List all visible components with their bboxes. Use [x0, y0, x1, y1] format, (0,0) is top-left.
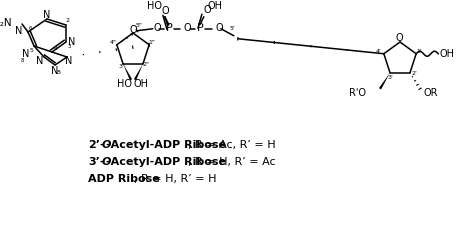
Text: O: O [183, 23, 191, 33]
Text: N: N [15, 26, 22, 36]
Text: ADP Ribose: ADP Ribose [88, 174, 160, 184]
Text: 5: 5 [30, 47, 34, 52]
Text: 5': 5' [230, 26, 236, 31]
Text: O: O [161, 6, 169, 16]
Text: N: N [65, 56, 73, 66]
Text: , R = Ac, R’ = H: , R = Ac, R’ = H [188, 140, 276, 150]
Text: N: N [43, 10, 51, 20]
Text: O: O [395, 33, 403, 43]
Text: -Acetyl-ADP Ribose: -Acetyl-ADP Ribose [106, 140, 226, 150]
Polygon shape [123, 64, 132, 80]
Text: 2": 2" [143, 62, 149, 67]
Text: R'O: R'O [349, 88, 366, 98]
Text: P: P [165, 23, 172, 33]
Text: 3': 3' [387, 75, 393, 80]
Text: O: O [215, 23, 223, 33]
Polygon shape [134, 64, 143, 80]
Text: 8: 8 [20, 57, 24, 62]
Text: 8: 8 [57, 71, 61, 76]
Text: O: O [153, 23, 161, 33]
Text: OR: OR [424, 88, 438, 98]
Text: OH: OH [207, 1, 222, 11]
Text: N: N [68, 37, 76, 47]
Text: 1": 1" [149, 40, 155, 45]
Text: , R = H, R’ = Ac: , R = H, R’ = Ac [188, 157, 276, 167]
Text: -Acetyl-ADP Ribose: -Acetyl-ADP Ribose [106, 157, 226, 167]
Text: 4: 4 [53, 47, 57, 52]
Text: O: O [102, 140, 111, 150]
Text: P: P [196, 23, 203, 33]
Text: 2: 2 [66, 18, 70, 24]
Text: O: O [102, 157, 111, 167]
Text: 3": 3" [118, 64, 126, 69]
Text: N: N [51, 66, 59, 76]
Text: 3’-: 3’- [88, 157, 104, 167]
Text: 2’-: 2’- [88, 140, 105, 150]
Text: HO: HO [118, 79, 133, 89]
Text: 4": 4" [109, 40, 116, 45]
Text: 4': 4' [376, 49, 382, 54]
Text: O: O [129, 25, 137, 35]
Text: 3: 3 [67, 44, 71, 49]
Text: , R = H, R’ = H: , R = H, R’ = H [134, 174, 216, 184]
Text: H₂N: H₂N [0, 18, 12, 28]
Text: N: N [36, 56, 44, 66]
Text: HO: HO [147, 1, 162, 11]
Text: 1': 1' [416, 49, 422, 54]
Text: 2': 2' [411, 71, 417, 76]
Text: 6: 6 [28, 25, 32, 30]
Text: N: N [22, 49, 30, 59]
Text: O: O [203, 5, 210, 15]
Text: OH: OH [134, 79, 148, 89]
Text: 5": 5" [136, 23, 142, 28]
Polygon shape [379, 73, 390, 89]
Text: OH: OH [440, 49, 455, 59]
